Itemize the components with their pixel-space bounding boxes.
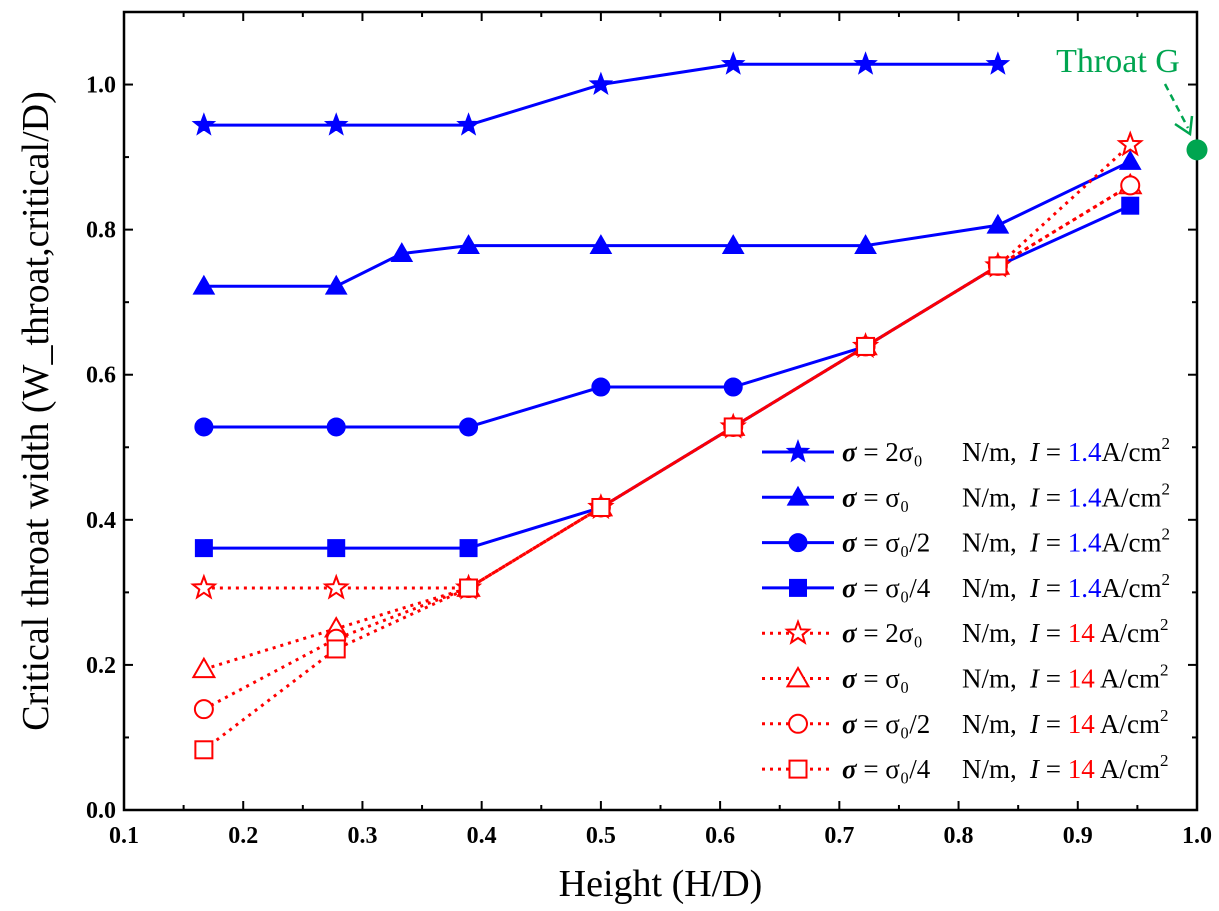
legend-label: σ = σ₀/4 N/m, I = 14 A/cm2 xyxy=(842,751,1168,784)
series-2 xyxy=(194,336,876,437)
y-tick-label: 0.2 xyxy=(86,653,116,679)
data-point xyxy=(723,417,743,437)
legend-entry: σ = 2σ₀ N/m, I = 1.4A/cm2 xyxy=(762,434,1170,467)
data-point xyxy=(988,256,1008,276)
x-tick-label: 0.8 xyxy=(944,823,974,849)
legend-label: σ = σ₀/2 N/m, I = 14 A/cm2 xyxy=(842,706,1168,739)
annotation-arrow-line xyxy=(1163,83,1190,129)
legend-label: σ = σ₀/2 N/m, I = 1.4A/cm2 xyxy=(842,525,1170,558)
legend-marker xyxy=(788,713,808,734)
data-point xyxy=(324,274,348,295)
x-tick-label: 0.2 xyxy=(228,823,258,849)
axis-labels: Height (H/D) Critical throat width (W_thr… xyxy=(15,91,762,905)
x-axis-label: Height (H/D) xyxy=(559,863,763,905)
legend-entry: σ = σ₀/2 N/m, I = 1.4A/cm2 xyxy=(762,525,1170,558)
annotation-layer: Throat G xyxy=(1056,43,1208,161)
data-point xyxy=(589,234,613,254)
data-point xyxy=(192,274,216,295)
axes-layer: 0.1 0.2 0.3 0.4 0.5 0.6 0.7 0.8 0.9 1.0 0.0 0.2 0.4 0… xyxy=(86,10,1212,849)
annotation-label: Throat G xyxy=(1056,43,1180,80)
data-point xyxy=(390,242,414,262)
data-point xyxy=(986,213,1010,234)
data-point xyxy=(191,656,217,679)
y-tick-label: 0.6 xyxy=(86,363,116,389)
data-point xyxy=(194,539,213,558)
y-tick-label: 0.8 xyxy=(86,218,116,244)
y-axis-label: Critical throat width (W_throat,critical… xyxy=(15,91,57,730)
data-point xyxy=(327,539,346,558)
x-tick-label: 0.3 xyxy=(347,823,377,849)
annotation-arrow-head xyxy=(1174,115,1194,137)
data-point xyxy=(326,417,346,437)
x-tick-label: 0.7 xyxy=(824,823,854,849)
data-point xyxy=(1120,175,1141,196)
legend-marker xyxy=(785,439,811,463)
data-point xyxy=(591,497,611,517)
legend-marker xyxy=(788,759,808,779)
data-point xyxy=(191,112,217,136)
annotation-point xyxy=(1186,139,1208,161)
series-7 xyxy=(194,256,1008,760)
x-tick-label: 0.5 xyxy=(586,823,616,849)
legend-label: σ = σ₀ N/m, I = 14 A/cm2 xyxy=(842,661,1168,694)
y-tick-label: 0.0 xyxy=(86,798,116,824)
data-point xyxy=(193,699,214,720)
legend-entry: σ = 2σ₀ N/m, I = 14 A/cm2 xyxy=(762,615,1168,648)
data-point xyxy=(457,234,480,254)
data-point xyxy=(1121,196,1140,215)
data-point xyxy=(456,112,481,136)
data-point xyxy=(591,377,611,397)
data-point xyxy=(723,377,743,397)
series-layer xyxy=(190,51,1144,760)
data-point xyxy=(323,112,349,136)
data-point xyxy=(1118,149,1142,170)
y-tick-label: 1.0 xyxy=(86,73,116,99)
legend-marker xyxy=(784,618,812,645)
data-point xyxy=(985,51,1011,75)
legend-marker xyxy=(789,578,807,597)
legend-entry: σ = σ₀/2 N/m, I = 14 A/cm2 xyxy=(762,706,1168,739)
data-point xyxy=(721,234,745,254)
data-point xyxy=(322,573,350,600)
y-tick-label: 0.4 xyxy=(86,508,116,534)
legend-label: σ = σ₀/4 N/m, I = 1.4A/cm2 xyxy=(842,570,1170,603)
legend-entry: σ = σ₀/4 N/m, I = 1.4A/cm2 xyxy=(762,570,1170,603)
data-point xyxy=(459,539,478,558)
legend: σ = 2σ₀ N/m, I = 1.4A/cm2 σ = σ₀ N/m, I = 1.4… xyxy=(762,434,1170,784)
legend-label: σ = 2σ₀ N/m, I = 14 A/cm2 xyxy=(842,615,1168,648)
x-tick-label: 0.6 xyxy=(705,823,735,849)
legend-marker xyxy=(785,665,811,688)
legend-marker xyxy=(786,485,810,506)
series-0 xyxy=(191,51,1011,136)
legend-entry: σ = σ₀/4 N/m, I = 14 A/cm2 xyxy=(762,751,1168,784)
series-line xyxy=(203,143,1132,590)
data-point xyxy=(856,336,876,356)
x-tick-label: 0.1 xyxy=(109,823,139,849)
x-tick-label: 1.0 xyxy=(1182,823,1212,849)
legend-entry: σ = σ₀ N/m, I = 1.4A/cm2 xyxy=(762,479,1170,512)
data-point xyxy=(326,639,346,659)
data-point xyxy=(459,578,479,598)
data-point xyxy=(194,417,214,437)
data-point xyxy=(459,417,479,437)
x-tick-label: 0.9 xyxy=(1063,823,1093,849)
data-point xyxy=(854,234,877,254)
data-point xyxy=(853,51,878,75)
data-point xyxy=(588,71,614,96)
data-point xyxy=(720,51,746,75)
series-1 xyxy=(192,149,1142,295)
series-line xyxy=(203,344,867,429)
x-tick-label: 0.4 xyxy=(467,823,497,849)
series-line xyxy=(203,184,1132,671)
legend-entry: σ = σ₀ N/m, I = 14 A/cm2 xyxy=(762,661,1168,694)
legend-label: σ = 2σ₀ N/m, I = 1.4A/cm2 xyxy=(842,434,1170,467)
data-point xyxy=(190,573,218,600)
legend-marker xyxy=(788,533,808,553)
legend-label: σ = σ₀ N/m, I = 1.4A/cm2 xyxy=(842,479,1170,512)
data-point xyxy=(194,740,214,760)
data-point xyxy=(1116,130,1144,157)
